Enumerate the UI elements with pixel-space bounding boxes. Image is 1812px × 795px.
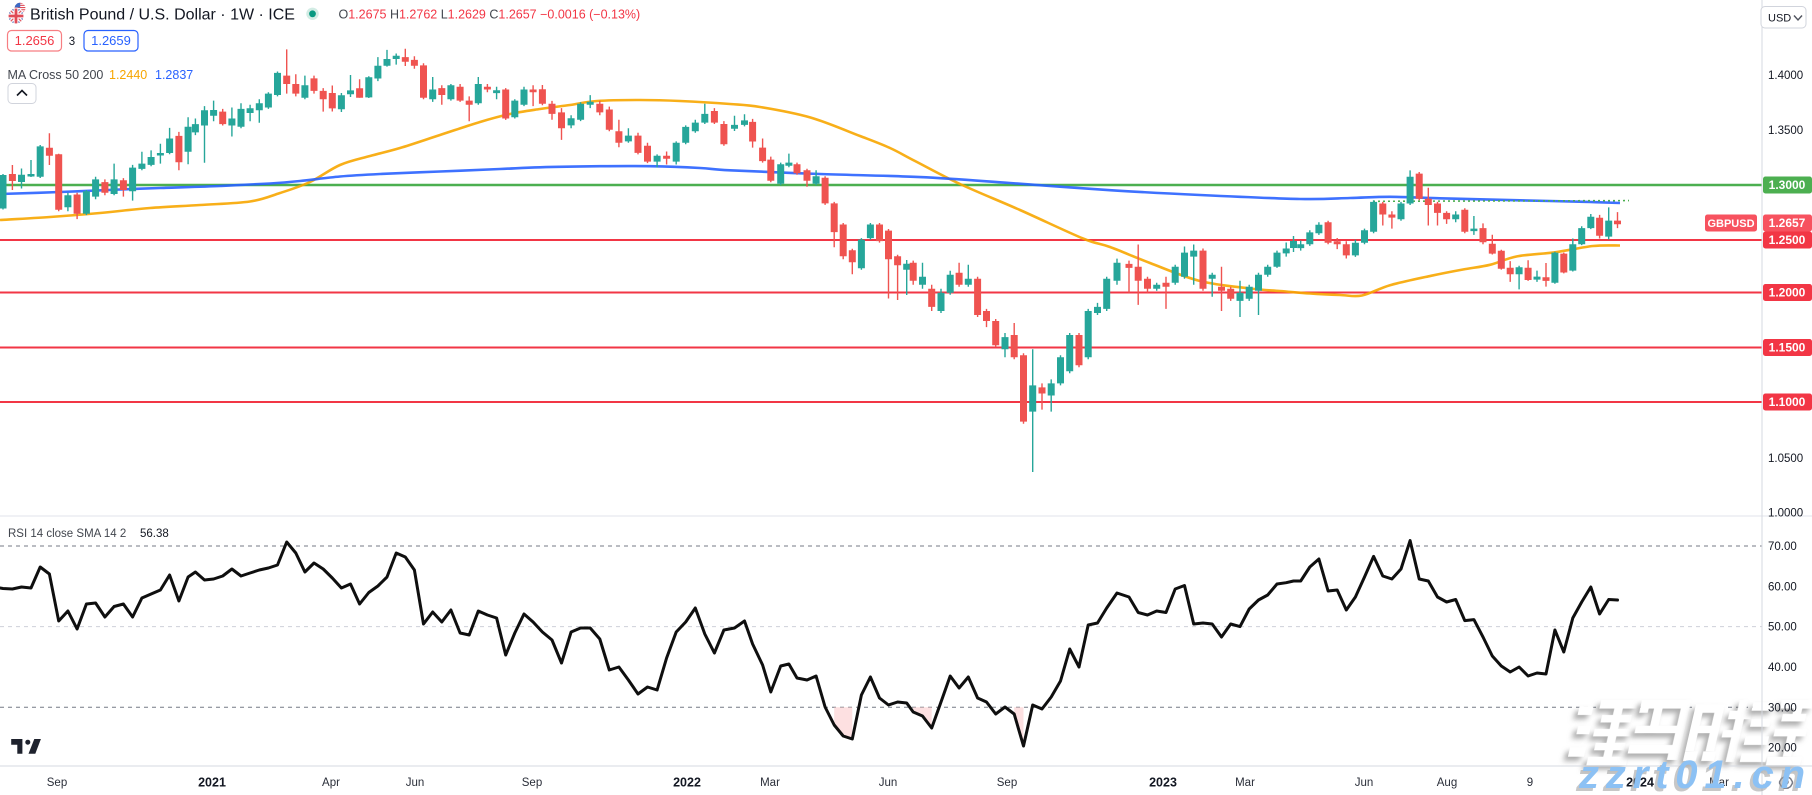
svg-text:Apr: Apr <box>322 777 340 789</box>
svg-text:1.2659: 1.2659 <box>91 33 131 48</box>
svg-text:30.00: 30.00 <box>1768 702 1797 714</box>
svg-text:O1.2675 H1.2762 L1.2629 C1.265: O1.2675 H1.2762 L1.2629 C1.2657 −0.0016 … <box>339 7 641 21</box>
svg-text:Sep: Sep <box>47 777 67 789</box>
svg-text:1.1500: 1.1500 <box>1769 341 1806 355</box>
svg-text:1.2500: 1.2500 <box>1769 233 1806 247</box>
svg-text:2021: 2021 <box>198 776 226 790</box>
svg-text:1.0500: 1.0500 <box>1768 453 1803 465</box>
svg-text:Mar: Mar <box>1709 777 1729 789</box>
svg-text:Mar: Mar <box>1235 777 1255 789</box>
svg-text:Sep: Sep <box>997 777 1017 789</box>
svg-text:1.0000: 1.0000 <box>1768 508 1803 520</box>
svg-text:British Pound / U.S. Dollar ·: British Pound / U.S. Dollar · 1W · ICE <box>30 7 295 24</box>
svg-text:1.2000: 1.2000 <box>1769 286 1806 300</box>
svg-text:1.4000: 1.4000 <box>1768 70 1803 82</box>
svg-text:3: 3 <box>69 36 75 48</box>
svg-text:2024: 2024 <box>1626 776 1654 790</box>
svg-text:1.2837: 1.2837 <box>155 68 193 82</box>
svg-text:56.38: 56.38 <box>140 528 169 540</box>
svg-text:zzrt01.cn: zzrt01.cn <box>1578 753 1812 795</box>
svg-text:40.00: 40.00 <box>1768 662 1797 674</box>
svg-text:2022: 2022 <box>673 776 701 790</box>
svg-text:Jun: Jun <box>879 777 898 789</box>
svg-text:50.00: 50.00 <box>1768 622 1797 634</box>
svg-text:1.2657: 1.2657 <box>1769 216 1806 230</box>
svg-text:Sep: Sep <box>522 777 542 789</box>
svg-text:1.3500: 1.3500 <box>1768 125 1803 137</box>
svg-text:1.2656: 1.2656 <box>15 33 55 48</box>
svg-text:MA Cross 50 200: MA Cross 50 200 <box>8 68 104 82</box>
svg-text:70.00: 70.00 <box>1768 541 1797 553</box>
svg-text:zzrt01.cn: zzrt01.cn <box>1575 756 1812 795</box>
svg-text:1.2440: 1.2440 <box>109 68 147 82</box>
svg-text:Aug: Aug <box>1437 777 1457 789</box>
svg-text:20.00: 20.00 <box>1768 743 1797 755</box>
svg-text:2023: 2023 <box>1149 776 1177 790</box>
svg-text:GBPUSD: GBPUSD <box>1707 218 1754 230</box>
svg-text:9: 9 <box>1527 777 1533 789</box>
svg-text:1.1000: 1.1000 <box>1769 395 1806 409</box>
svg-text:Mar: Mar <box>760 777 780 789</box>
svg-text:USD: USD <box>1768 13 1791 25</box>
svg-text:Jun: Jun <box>1355 777 1374 789</box>
svg-text:1.3000: 1.3000 <box>1769 178 1806 192</box>
svg-text:Jun: Jun <box>406 777 425 789</box>
svg-text:RSI 14 close SMA 14 2: RSI 14 close SMA 14 2 <box>8 528 126 540</box>
svg-text:60.00: 60.00 <box>1768 581 1797 593</box>
